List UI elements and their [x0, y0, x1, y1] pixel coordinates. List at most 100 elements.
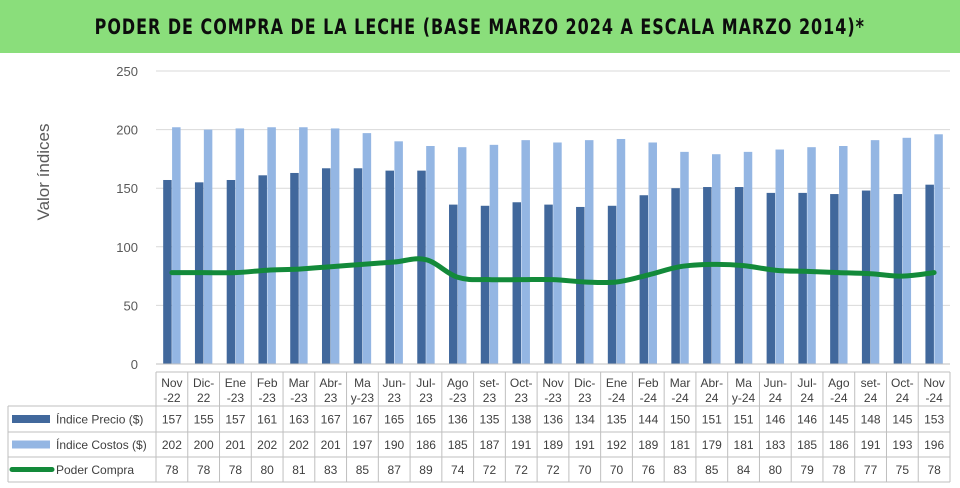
- x-tick-label: -23: [227, 391, 245, 405]
- table-value: 70: [578, 463, 592, 477]
- x-tick-label: Jul-: [797, 376, 816, 390]
- table-value: 202: [257, 438, 277, 452]
- x-tick-label: 23: [515, 391, 529, 405]
- table-value: 70: [610, 463, 624, 477]
- x-tick-label: 24: [705, 391, 719, 405]
- x-tick-label: Mar: [289, 376, 310, 390]
- table-value: 75: [896, 463, 910, 477]
- table-value: 151: [702, 413, 722, 427]
- x-tick-label: Ago: [828, 376, 850, 390]
- y-tick-label: 250: [116, 64, 138, 79]
- chart-title: PODER DE COMPRA DE LA LECHE (BASE MARZO …: [94, 14, 866, 39]
- x-tick-label: y-24: [732, 391, 756, 405]
- x-tick-label: set-: [861, 376, 881, 390]
- bar-indice-costos: [775, 149, 785, 364]
- x-tick-label: 23: [419, 391, 433, 405]
- bar-indice-costos: [489, 144, 499, 364]
- table-value: 146: [765, 413, 785, 427]
- bar-indice-costos: [680, 151, 689, 364]
- bar-indice-precio: [512, 202, 522, 364]
- bar-indice-precio: [703, 187, 712, 364]
- bar-indice-costos: [235, 128, 245, 364]
- legend-key-precio: [12, 415, 50, 423]
- bar-indice-precio: [385, 170, 394, 364]
- bar-indice-costos: [299, 127, 308, 364]
- x-tick-label: Dic-: [193, 376, 214, 390]
- table-value: 155: [194, 413, 214, 427]
- table-value: 189: [638, 438, 658, 452]
- table-value: 72: [546, 463, 560, 477]
- x-tick-label: Dic-: [574, 376, 595, 390]
- table-value: 187: [479, 438, 499, 452]
- x-tick-label: Ma: [735, 376, 752, 390]
- table-value: 81: [292, 463, 306, 477]
- table-value: 77: [864, 463, 878, 477]
- bar-indice-costos: [839, 146, 848, 364]
- table-value: 80: [260, 463, 274, 477]
- x-tick-label: 24: [864, 391, 878, 405]
- table-value: 191: [575, 438, 595, 452]
- table-value: 161: [257, 413, 277, 427]
- table-value: 186: [829, 438, 849, 452]
- bar-indice-precio: [861, 190, 871, 364]
- x-tick-label: Ma: [354, 376, 371, 390]
- x-tick-label: Ene: [225, 376, 247, 390]
- bar-indice-costos: [616, 138, 626, 364]
- bar-indice-costos: [457, 147, 467, 364]
- table-value: 201: [321, 438, 341, 452]
- bar-indice-precio: [830, 194, 839, 364]
- bar-indice-precio: [671, 188, 680, 364]
- table-value: 79: [800, 463, 814, 477]
- bar-indice-precio: [639, 195, 649, 364]
- x-tick-label: -23: [449, 391, 467, 405]
- table-value: 167: [321, 413, 341, 427]
- table-value: 183: [765, 438, 785, 452]
- table-value: 135: [607, 413, 627, 427]
- x-tick-label: 22: [197, 391, 211, 405]
- table-value: 200: [194, 438, 214, 452]
- table-value: 144: [638, 413, 658, 427]
- x-tick-label: -24: [671, 391, 689, 405]
- table-value: 145: [829, 413, 849, 427]
- bar-indice-costos: [172, 127, 181, 364]
- x-tick-label: Nov: [923, 376, 944, 390]
- table-value: 72: [515, 463, 529, 477]
- table-value: 193: [892, 438, 912, 452]
- table-value: 135: [479, 413, 499, 427]
- bar-indice-precio: [607, 205, 617, 364]
- bar-indice-precio: [480, 205, 490, 364]
- table-value: 74: [451, 463, 465, 477]
- table-value: 83: [673, 463, 687, 477]
- y-tick-label: 0: [131, 357, 138, 372]
- table-value: 186: [416, 438, 436, 452]
- x-tick-label: 23: [483, 391, 497, 405]
- table-value: 167: [352, 413, 372, 427]
- table-value: 85: [705, 463, 719, 477]
- line-poder-compra: [169, 256, 937, 286]
- legend-label-precio: Índice Precio ($): [56, 412, 143, 427]
- table-value: 165: [384, 413, 404, 427]
- table-value: 85: [356, 463, 370, 477]
- table-value: 83: [324, 463, 338, 477]
- table-value: 202: [289, 438, 309, 452]
- x-tick-label: Nov: [161, 376, 182, 390]
- table-value: 78: [165, 463, 179, 477]
- legend-key-costos: [12, 440, 50, 449]
- bar-indice-precio: [163, 179, 172, 364]
- bar-indice-precio: [766, 192, 776, 364]
- table-value: 148: [861, 413, 881, 427]
- table-value: 190: [384, 438, 404, 452]
- y-tick-label: 150: [116, 181, 138, 196]
- x-tick-label: 24: [896, 391, 910, 405]
- table-value: 146: [797, 413, 817, 427]
- table-value: 202: [162, 438, 182, 452]
- table-value: 185: [797, 438, 817, 452]
- bar-indice-costos: [870, 140, 880, 364]
- bar-indice-costos: [267, 127, 276, 364]
- table-value: 78: [197, 463, 211, 477]
- x-tick-label: -24: [608, 391, 626, 405]
- bar-indice-precio: [544, 204, 553, 364]
- x-tick-label: 23: [324, 391, 338, 405]
- x-tick-label: Mar: [670, 376, 691, 390]
